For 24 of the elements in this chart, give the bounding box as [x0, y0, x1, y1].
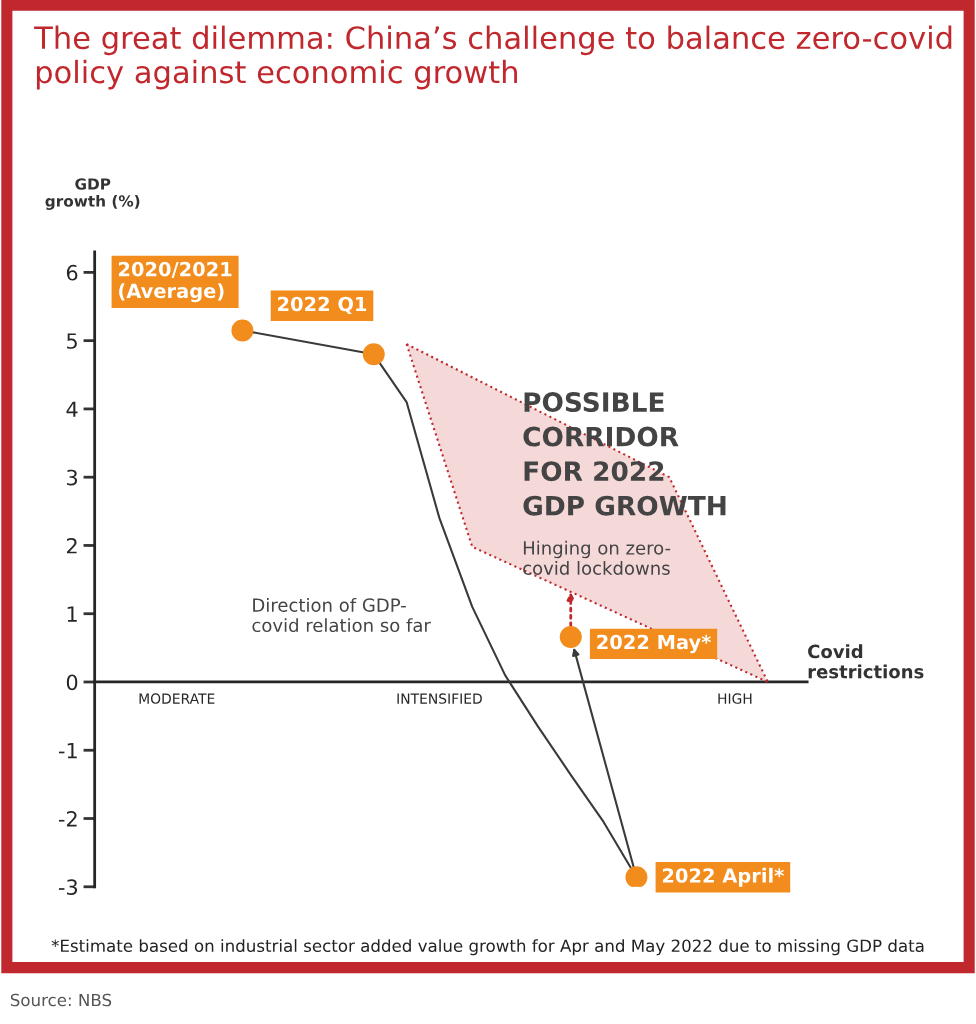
- y-tick-label: 4: [66, 401, 78, 417]
- y-tick-label: -3: [58, 879, 78, 895]
- y-tick-label: 1: [67, 606, 77, 622]
- x-axis-title: Covid restrictions: [808, 644, 924, 679]
- y-tick-label: 5: [67, 333, 77, 349]
- source-note: Source: NBS: [10, 993, 112, 1007]
- y-axis-title: GDP growth (%): [45, 178, 140, 210]
- chart-title: The great dilemma: China’s challenge to balance zero-covid policy against economic growth: [34, 25, 952, 90]
- y-tick-label: 3: [67, 469, 78, 486]
- data-label: 2020/2021 (Average): [118, 261, 232, 303]
- y-tick-label: -2: [58, 810, 77, 827]
- y-tick-label: 0: [66, 674, 78, 691]
- y-tick-label: 2: [66, 537, 77, 554]
- annotation: Hinging on zero- covid lockdowns: [523, 540, 671, 575]
- data-label: 2022 May*: [597, 634, 711, 654]
- data-label: 2022 Q1: [278, 296, 367, 314]
- text: *Estimate based on industrial sector added value growth for Apr and May 2022 due to missing GDP data: [51, 939, 924, 956]
- x-tick-label: HIGH: [718, 693, 752, 704]
- data-label: 2022 April*: [662, 867, 784, 887]
- y-tick-label: -1: [58, 742, 77, 759]
- annotation: Direction of GDP- covid relation so far: [252, 597, 431, 633]
- x-tick-label: INTENSIFIED: [397, 693, 482, 704]
- y-tick-label: 6: [66, 264, 78, 281]
- x-tick-label: MODERATE: [139, 693, 215, 704]
